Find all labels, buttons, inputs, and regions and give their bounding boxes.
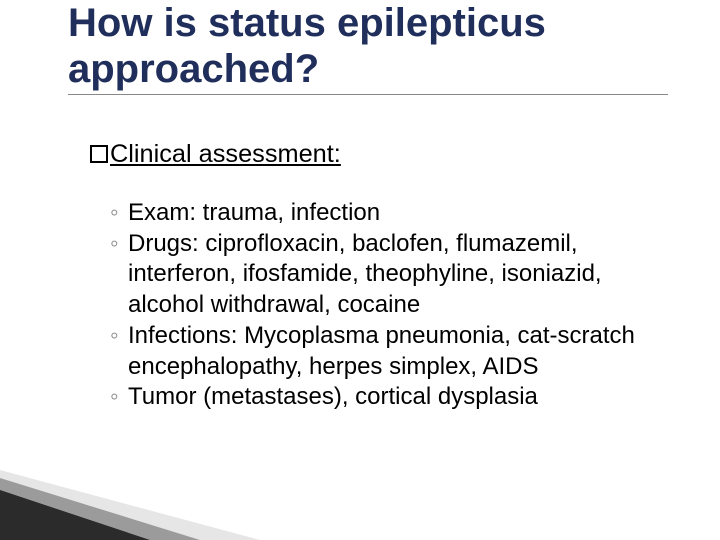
list-item: ◦ Drugs: ciprofloxacin, baclofen, flumaze…: [110, 229, 650, 321]
list-item: ◦ Exam: trauma, infection: [110, 198, 650, 229]
wedge-mid: [0, 478, 200, 540]
list-item-text: Exam: trauma, infection: [128, 199, 380, 226]
corner-decoration: [0, 470, 260, 540]
list-item: ◦ Tumor (metastases), cortical dysplasia: [110, 382, 650, 413]
list-item-text: Tumor (metastases), cortical dysplasia: [128, 383, 538, 410]
title-text: How is status epilepticus approached?: [68, 1, 546, 91]
bullet-icon: ◦: [110, 198, 119, 229]
list-item-text: Infections: Mycoplasma pneumonia, cat-sc…: [128, 322, 635, 380]
checkbox-icon: [90, 145, 108, 163]
slide: How is status epilepticus approached? Cl…: [0, 0, 720, 540]
slide-title: How is status epilepticus approached?: [68, 0, 668, 95]
bullet-icon: ◦: [110, 229, 119, 260]
subheading: Clinical assessment:: [90, 140, 341, 169]
list-item-text: Drugs: ciprofloxacin, baclofen, flumazem…: [128, 230, 602, 318]
wedge-dark: [0, 490, 150, 540]
wedge-light: [0, 470, 260, 540]
bullet-icon: ◦: [110, 382, 119, 413]
subheading-text: Clinical assessment:: [110, 140, 341, 168]
list-item: ◦ Infections: Mycoplasma pneumonia, cat-s…: [110, 321, 650, 382]
bullet-list: ◦ Exam: trauma, infection ◦ Drugs: ciproflo…: [110, 198, 650, 413]
bullet-icon: ◦: [110, 321, 119, 352]
